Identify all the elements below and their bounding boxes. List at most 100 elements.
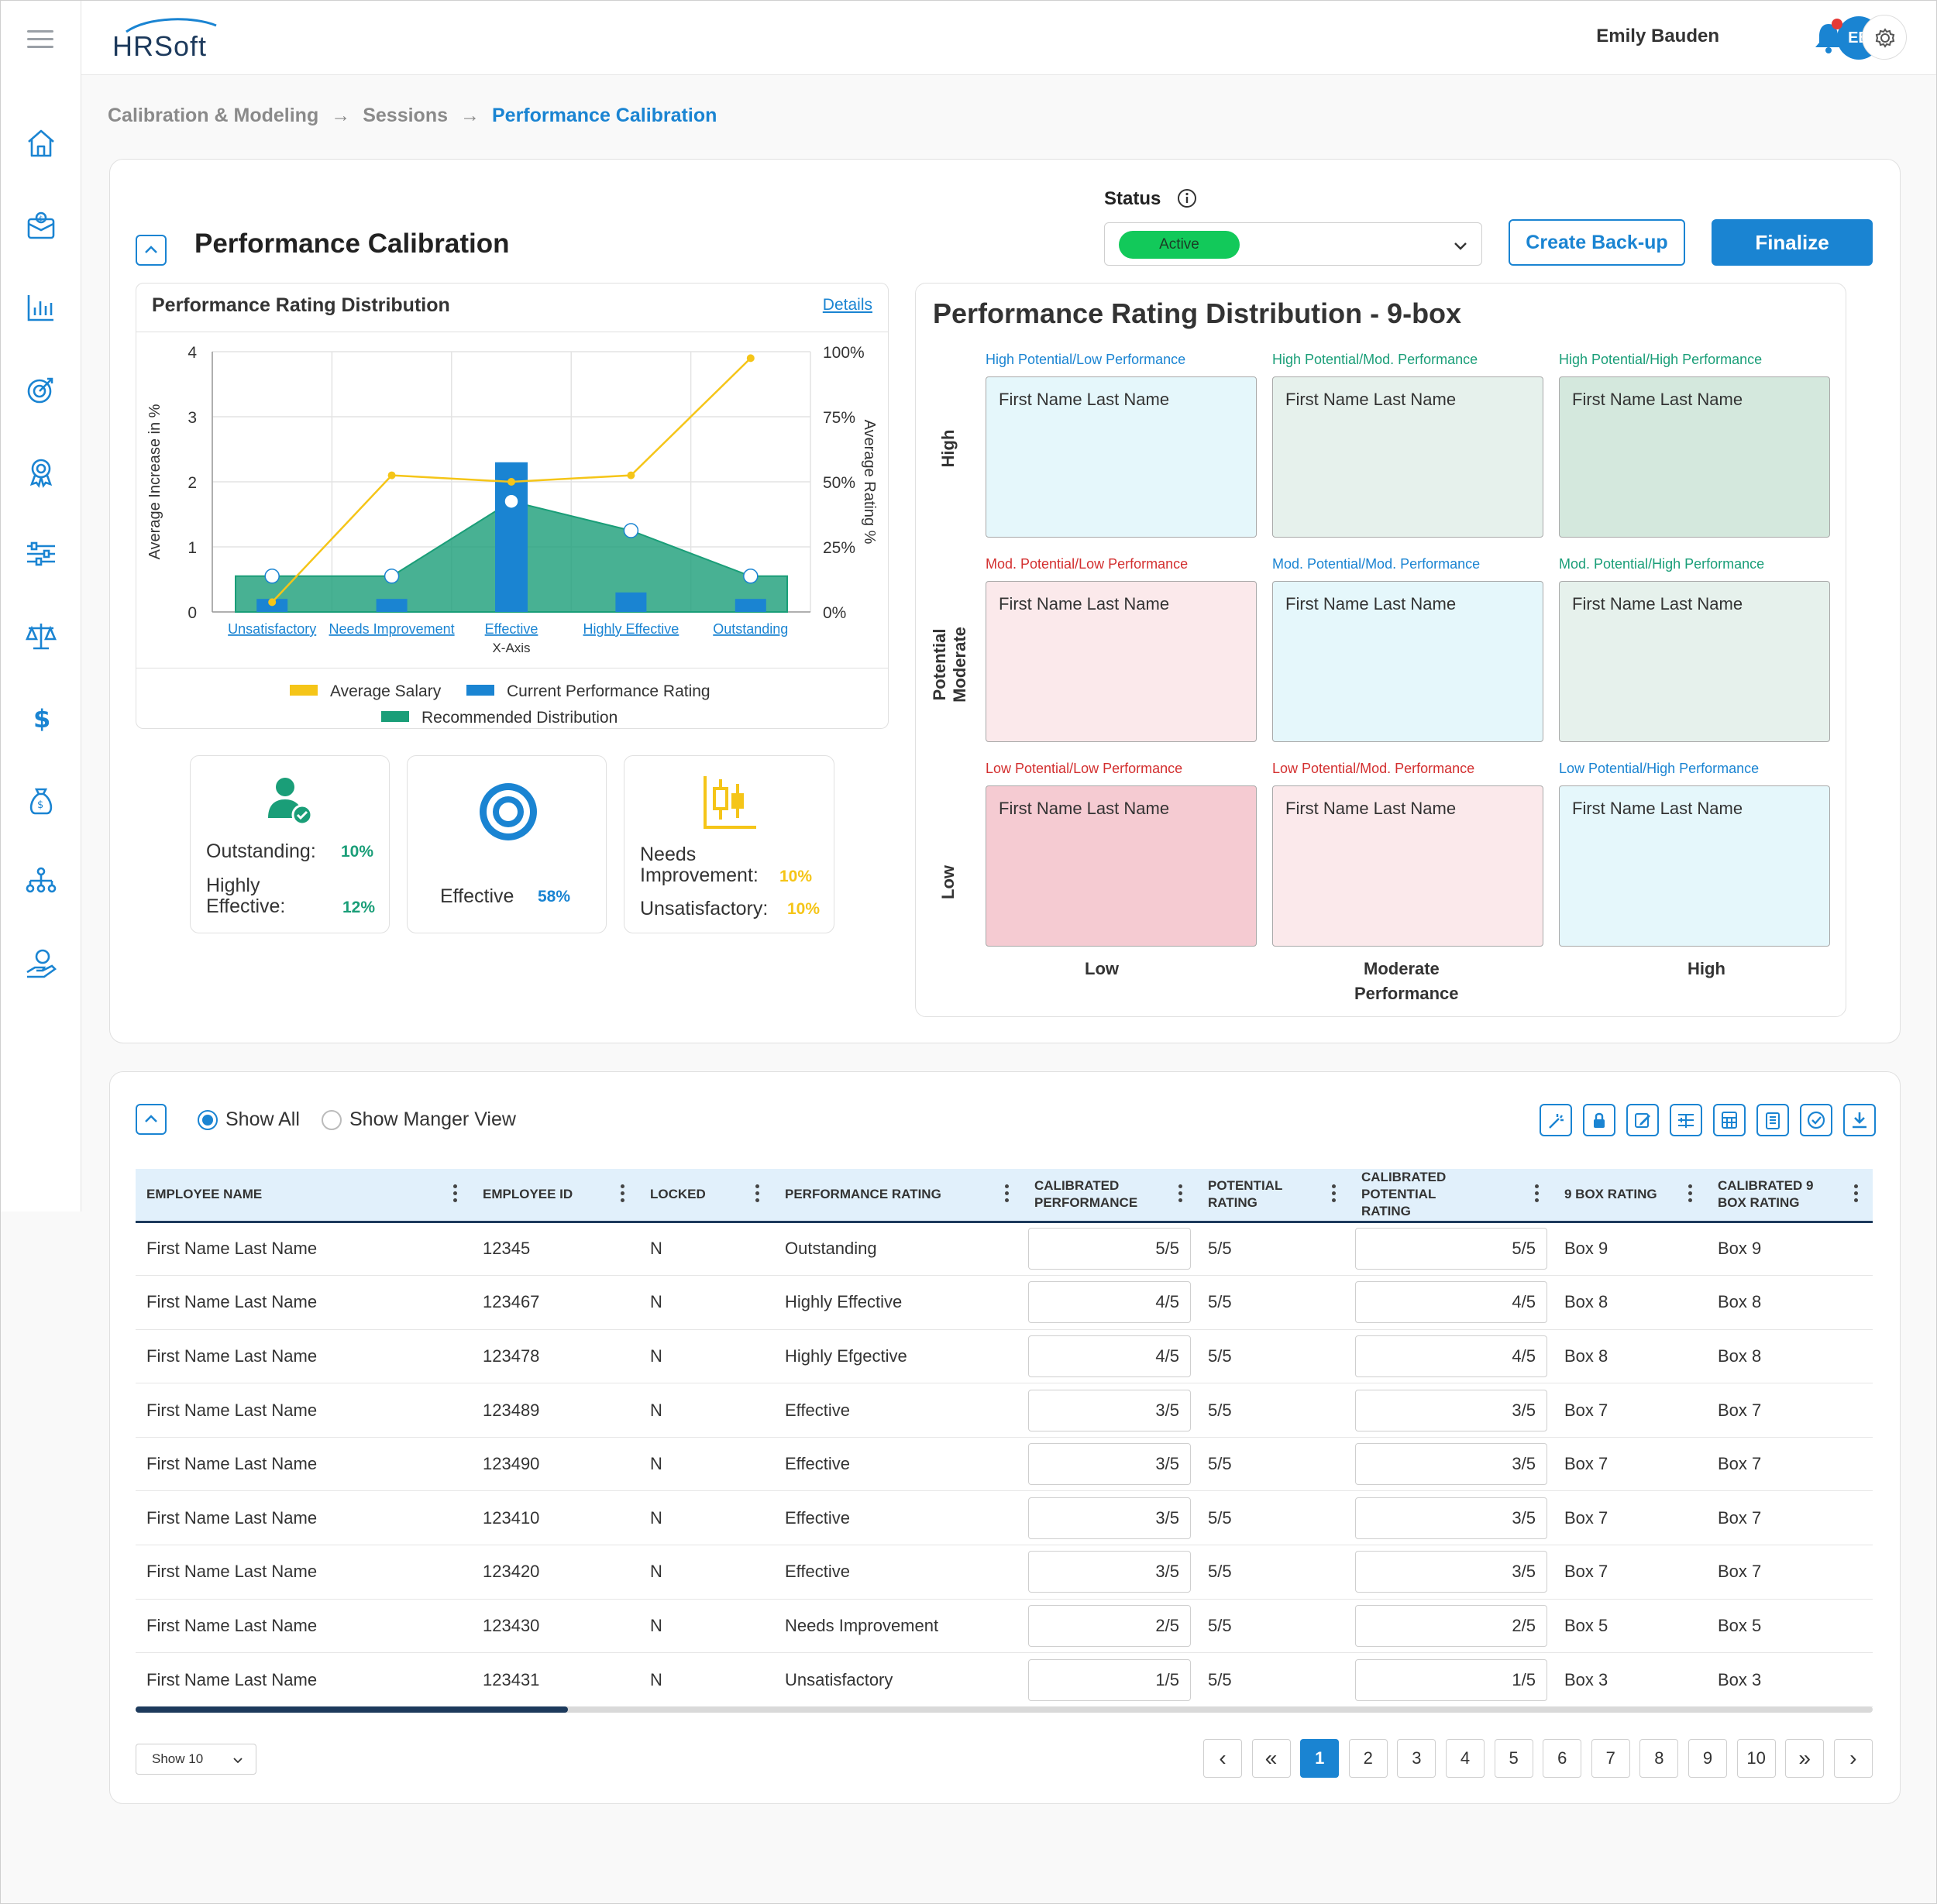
lock-button[interactable] bbox=[1583, 1104, 1615, 1136]
column-header[interactable]: Potential Rating bbox=[1197, 1169, 1350, 1223]
hamburger-menu-icon[interactable] bbox=[27, 29, 55, 50]
award-icon[interactable] bbox=[22, 453, 60, 490]
calibrated-potential-input[interactable]: 2/5 bbox=[1355, 1604, 1547, 1647]
table-row[interactable]: First Name Last Name 12345 N Outstanding 5/5… bbox=[136, 1222, 1873, 1277]
ninebox-cell[interactable]: First Name Last Name bbox=[986, 785, 1257, 947]
breadcrumb-item[interactable]: Calibration & Modeling bbox=[108, 105, 319, 126]
table-row[interactable]: First Name Last Name 123420 N Effective 3/5 5… bbox=[136, 1545, 1873, 1600]
table-cell[interactable]: 4/5 bbox=[1350, 1275, 1553, 1330]
finalize-button[interactable]: Finalize bbox=[1712, 219, 1873, 266]
column-header[interactable]: Calibrated 9 Box Rating bbox=[1707, 1169, 1873, 1223]
calibrated-potential-input[interactable]: 3/5 bbox=[1355, 1497, 1547, 1539]
calibrated-performance-input[interactable]: 3/5 bbox=[1028, 1497, 1191, 1539]
ninebox-cell[interactable]: First Name Last Name bbox=[986, 376, 1257, 538]
table-cell[interactable]: 5/5 bbox=[1024, 1222, 1197, 1277]
table-cell[interactable]: 3/5 bbox=[1024, 1437, 1197, 1492]
clipboard-button[interactable] bbox=[1756, 1104, 1789, 1136]
table-cell[interactable]: 3/5 bbox=[1024, 1490, 1197, 1546]
hrsoft-logo[interactable]: HRSoft bbox=[112, 16, 244, 63]
calibrated-performance-input[interactable]: 2/5 bbox=[1028, 1604, 1191, 1647]
edit-button[interactable] bbox=[1626, 1104, 1659, 1136]
column-menu-icon[interactable] bbox=[1005, 1184, 1010, 1205]
column-header[interactable]: Calibrated Potential Rating bbox=[1350, 1169, 1553, 1223]
page-button[interactable]: 6 bbox=[1543, 1739, 1582, 1778]
calibrated-performance-input[interactable]: 3/5 bbox=[1028, 1551, 1191, 1593]
column-header[interactable]: Calibrated Performance bbox=[1024, 1169, 1197, 1223]
next-page-button[interactable]: › bbox=[1833, 1739, 1873, 1778]
manager-view-radio[interactable]: Show Manger View bbox=[322, 1108, 516, 1131]
details-link[interactable]: Details bbox=[822, 296, 872, 314]
column-menu-icon[interactable] bbox=[1178, 1184, 1183, 1205]
table-cell[interactable]: 2/5 bbox=[1350, 1599, 1553, 1654]
sliders-icon[interactable] bbox=[22, 535, 60, 572]
table-cell[interactable]: 3/5 bbox=[1350, 1490, 1553, 1546]
calibrated-potential-input[interactable]: 4/5 bbox=[1355, 1335, 1547, 1377]
info-icon[interactable] bbox=[1177, 188, 1197, 208]
calibrated-performance-input[interactable]: 1/5 bbox=[1028, 1658, 1191, 1701]
column-menu-icon[interactable] bbox=[1332, 1184, 1337, 1205]
table-cell[interactable]: 1/5 bbox=[1350, 1652, 1553, 1707]
calibrated-performance-input[interactable]: 5/5 bbox=[1028, 1228, 1191, 1270]
column-header[interactable]: Employee Name bbox=[136, 1169, 472, 1223]
column-menu-icon[interactable] bbox=[1688, 1184, 1693, 1205]
first-page-button[interactable]: « bbox=[1251, 1739, 1291, 1778]
calibrated-potential-input[interactable]: 4/5 bbox=[1355, 1281, 1547, 1324]
page-button[interactable]: 2 bbox=[1348, 1739, 1388, 1778]
bar-chart-icon[interactable] bbox=[22, 289, 60, 326]
status-dropdown[interactable]: Active bbox=[1104, 222, 1482, 266]
page-button[interactable]: 10 bbox=[1736, 1739, 1776, 1778]
calculator-button[interactable] bbox=[1713, 1104, 1746, 1136]
table-cell[interactable]: 5/5 bbox=[1350, 1222, 1553, 1277]
page-button[interactable]: 8 bbox=[1639, 1739, 1679, 1778]
table-row[interactable]: First Name Last Name 123467 N Highly Effect… bbox=[136, 1275, 1873, 1330]
table-cell[interactable]: 4/5 bbox=[1024, 1329, 1197, 1384]
download-button[interactable] bbox=[1843, 1104, 1876, 1136]
calibrated-performance-input[interactable]: 4/5 bbox=[1028, 1281, 1191, 1324]
table-cell[interactable]: 4/5 bbox=[1350, 1329, 1553, 1384]
table-collapse-button[interactable] bbox=[136, 1104, 167, 1135]
ninebox-cell[interactable]: First Name Last Name bbox=[1559, 785, 1830, 947]
calibrated-potential-input[interactable]: 3/5 bbox=[1355, 1551, 1547, 1593]
calibrated-performance-input[interactable]: 4/5 bbox=[1028, 1335, 1191, 1377]
user-menu[interactable]: Emily Bauden bbox=[1501, 1, 1826, 75]
column-header[interactable]: 9 Box Rating bbox=[1553, 1169, 1707, 1223]
org-chart-icon[interactable] bbox=[22, 864, 60, 901]
column-menu-icon[interactable] bbox=[1854, 1184, 1859, 1205]
calibrated-performance-input[interactable]: 3/5 bbox=[1028, 1389, 1191, 1431]
page-button[interactable]: 7 bbox=[1591, 1739, 1630, 1778]
last-page-button[interactable]: » bbox=[1785, 1739, 1825, 1778]
page-button[interactable]: 5 bbox=[1494, 1739, 1533, 1778]
column-header[interactable]: Employee ID bbox=[472, 1169, 639, 1223]
calibrated-potential-input[interactable]: 5/5 bbox=[1355, 1228, 1547, 1270]
table-cell[interactable]: 1/5 bbox=[1024, 1652, 1197, 1707]
table-row[interactable]: First Name Last Name 123490 N Effective 3/5 5… bbox=[136, 1437, 1873, 1492]
breadcrumb-item[interactable]: Sessions bbox=[363, 105, 448, 126]
column-menu-icon[interactable] bbox=[621, 1184, 625, 1205]
calibrated-potential-input[interactable]: 1/5 bbox=[1355, 1658, 1547, 1701]
table-row[interactable]: First Name Last Name 123410 N Effective 3/5 5… bbox=[136, 1490, 1873, 1546]
table-row[interactable]: First Name Last Name 123489 N Effective 3/5 5… bbox=[136, 1383, 1873, 1438]
target-icon[interactable] bbox=[22, 371, 60, 408]
ninebox-cell[interactable]: First Name Last Name bbox=[1559, 581, 1830, 742]
ninebox-cell[interactable]: First Name Last Name bbox=[1272, 581, 1543, 742]
column-header[interactable]: Locked bbox=[639, 1169, 774, 1223]
column-menu-icon[interactable] bbox=[755, 1184, 760, 1205]
ninebox-cell[interactable]: First Name Last Name bbox=[1272, 785, 1543, 947]
add-column-button[interactable] bbox=[1670, 1104, 1702, 1136]
column-header[interactable]: Performance Rating bbox=[774, 1169, 1024, 1223]
ninebox-cell[interactable]: First Name Last Name bbox=[986, 581, 1257, 742]
scrollbar-thumb[interactable] bbox=[136, 1706, 568, 1713]
table-cell[interactable]: 3/5 bbox=[1024, 1383, 1197, 1438]
table-cell[interactable]: 3/5 bbox=[1350, 1383, 1553, 1438]
notification-bell-icon[interactable] bbox=[1809, 18, 1848, 57]
check-circle-button[interactable] bbox=[1800, 1104, 1832, 1136]
settings-gear-icon[interactable] bbox=[1862, 15, 1907, 60]
table-cell[interactable]: 2/5 bbox=[1024, 1599, 1197, 1654]
ninebox-cell[interactable]: First Name Last Name bbox=[1559, 376, 1830, 538]
calibrated-performance-input[interactable]: 3/5 bbox=[1028, 1443, 1191, 1486]
calibrated-potential-input[interactable]: 3/5 bbox=[1355, 1389, 1547, 1431]
dollar-icon[interactable]: $ bbox=[22, 699, 60, 737]
page-button[interactable]: 4 bbox=[1446, 1739, 1485, 1778]
table-cell[interactable]: 3/5 bbox=[1350, 1437, 1553, 1492]
collapse-button[interactable] bbox=[136, 235, 167, 266]
